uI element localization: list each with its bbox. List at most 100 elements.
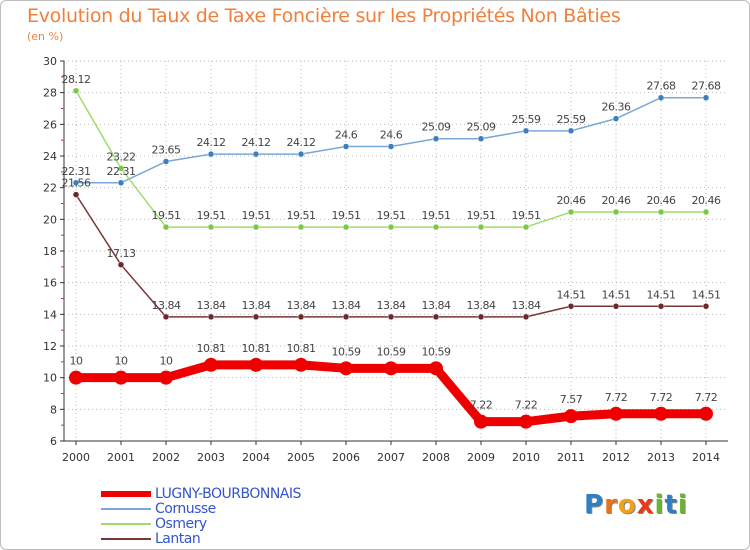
legend-label-cornusse: Cornusse bbox=[155, 501, 216, 517]
data-point-lantan bbox=[252, 313, 260, 321]
y-tick-label: 24 bbox=[43, 150, 57, 163]
data-point-cornusse bbox=[567, 127, 575, 135]
x-tick-label: 2000 bbox=[62, 451, 90, 464]
data-point-osmery bbox=[612, 208, 620, 216]
x-tick-label: 2007 bbox=[377, 451, 405, 464]
legend-swatch-lugny bbox=[101, 491, 151, 497]
data-label-lantan: 13.84 bbox=[512, 299, 541, 312]
data-label-cornusse: 24.12 bbox=[287, 136, 316, 149]
x-tick-label: 2006 bbox=[332, 451, 360, 464]
data-label-cornusse: 25.09 bbox=[467, 121, 496, 134]
data-point-lugny-bourbonnais bbox=[69, 370, 83, 385]
data-label-lantan: 13.84 bbox=[287, 299, 316, 312]
y-tick-label: 28 bbox=[43, 87, 57, 100]
legend-label-osmery: Osmery bbox=[155, 516, 207, 532]
y-tick-label: 14 bbox=[43, 308, 57, 321]
data-label-osmery: 19.51 bbox=[332, 209, 361, 222]
data-label-lugny-bourbonnais: 10 bbox=[115, 355, 128, 368]
data-point-osmery bbox=[252, 223, 260, 231]
x-tick-label: 2009 bbox=[467, 451, 495, 464]
data-point-cornusse bbox=[657, 94, 665, 101]
data-label-lugny-bourbonnais: 10 bbox=[70, 355, 83, 368]
data-point-lugny-bourbonnais bbox=[429, 361, 443, 376]
data-label-osmery: 19.51 bbox=[152, 209, 181, 222]
data-label-cornusse: 22.31 bbox=[62, 165, 91, 178]
data-point-lugny-bourbonnais bbox=[204, 357, 218, 372]
data-point-osmery bbox=[387, 223, 395, 231]
data-label-lugny-bourbonnais: 7.72 bbox=[650, 391, 673, 404]
legend-swatch-osmery bbox=[101, 523, 151, 525]
data-label-lantan: 13.84 bbox=[242, 299, 271, 312]
y-tick-label: 8 bbox=[50, 403, 57, 416]
data-label-lantan: 13.84 bbox=[332, 299, 361, 312]
data-label-osmery: 19.51 bbox=[242, 209, 271, 222]
data-point-lugny-bourbonnais bbox=[564, 409, 578, 424]
data-label-lugny-bourbonnais: 10.81 bbox=[197, 342, 226, 355]
data-point-lugny-bourbonnais bbox=[474, 414, 488, 429]
data-label-cornusse: 24.12 bbox=[242, 136, 271, 149]
data-label-lugny-bourbonnais: 7.57 bbox=[560, 393, 583, 406]
data-label-lugny-bourbonnais: 7.22 bbox=[515, 399, 538, 412]
y-tick-label: 20 bbox=[43, 213, 57, 226]
data-point-lantan bbox=[477, 313, 485, 321]
data-label-lugny-bourbonnais: 10.59 bbox=[422, 345, 451, 358]
data-point-lantan bbox=[117, 261, 125, 269]
y-tick-label: 26 bbox=[43, 118, 57, 131]
legend-label-lantan: Lantan bbox=[155, 531, 201, 547]
data-point-osmery bbox=[297, 223, 305, 231]
data-label-cornusse: 23.65 bbox=[152, 144, 181, 157]
y-tick-label: 30 bbox=[43, 55, 57, 68]
logo-letter: r bbox=[604, 490, 618, 520]
logo-letter: t bbox=[664, 490, 678, 520]
chart-title: Evolution du Taux de Taxe Foncière sur l… bbox=[27, 5, 621, 27]
data-label-osmery: 28.12 bbox=[62, 73, 91, 86]
data-point-lantan bbox=[657, 303, 665, 310]
data-label-cornusse: 22.31 bbox=[107, 165, 136, 178]
data-point-lugny-bourbonnais bbox=[654, 406, 668, 421]
data-point-lantan bbox=[522, 313, 530, 321]
data-point-osmery bbox=[72, 87, 80, 95]
legend-label-lugny: LUGNY-BOURBONNAIS bbox=[155, 486, 301, 502]
data-point-lantan bbox=[567, 303, 575, 310]
data-label-osmery: 20.46 bbox=[647, 194, 676, 207]
logo-letter: x bbox=[636, 490, 655, 520]
logo-letter: i bbox=[677, 490, 688, 520]
data-point-lantan bbox=[207, 313, 215, 321]
logo-letter: P bbox=[584, 490, 605, 520]
data-label-lantan: 17.13 bbox=[107, 247, 136, 260]
data-label-osmery: 20.46 bbox=[557, 194, 586, 207]
data-point-osmery bbox=[522, 223, 530, 231]
data-label-lantan: 21.56 bbox=[62, 177, 91, 190]
data-label-osmery: 19.51 bbox=[197, 209, 226, 222]
data-point-cornusse bbox=[702, 94, 710, 101]
data-label-lantan: 13.84 bbox=[467, 299, 496, 312]
logo-letter: o bbox=[617, 490, 637, 520]
data-point-lantan bbox=[387, 313, 395, 321]
data-label-lugny-bourbonnais: 10.81 bbox=[287, 342, 316, 355]
data-label-lantan: 14.51 bbox=[557, 288, 586, 301]
x-tick-label: 2014 bbox=[692, 451, 720, 464]
data-point-cornusse bbox=[387, 143, 395, 150]
x-tick-label: 2005 bbox=[287, 451, 315, 464]
data-label-cornusse: 27.68 bbox=[647, 80, 676, 93]
data-point-lantan bbox=[612, 303, 620, 310]
x-tick-label: 2004 bbox=[242, 451, 270, 464]
y-tick-label: 6 bbox=[50, 435, 57, 448]
data-label-lantan: 14.51 bbox=[602, 288, 631, 301]
data-label-lugny-bourbonnais: 7.72 bbox=[605, 391, 628, 404]
data-label-osmery: 20.46 bbox=[602, 194, 631, 207]
data-point-osmery bbox=[117, 165, 125, 172]
data-label-lantan: 13.84 bbox=[197, 299, 226, 312]
data-label-lantan: 13.84 bbox=[152, 299, 181, 312]
data-label-lugny-bourbonnais: 10 bbox=[160, 355, 173, 368]
data-label-lugny-bourbonnais: 7.22 bbox=[470, 399, 493, 412]
data-label-cornusse: 26.36 bbox=[602, 101, 631, 114]
data-point-lantan bbox=[342, 313, 350, 321]
data-label-cornusse: 25.09 bbox=[422, 121, 451, 134]
data-label-osmery: 19.51 bbox=[377, 209, 406, 222]
data-label-lantan: 13.84 bbox=[377, 299, 406, 312]
data-point-lantan bbox=[162, 313, 170, 321]
data-point-lugny-bourbonnais bbox=[294, 357, 308, 372]
